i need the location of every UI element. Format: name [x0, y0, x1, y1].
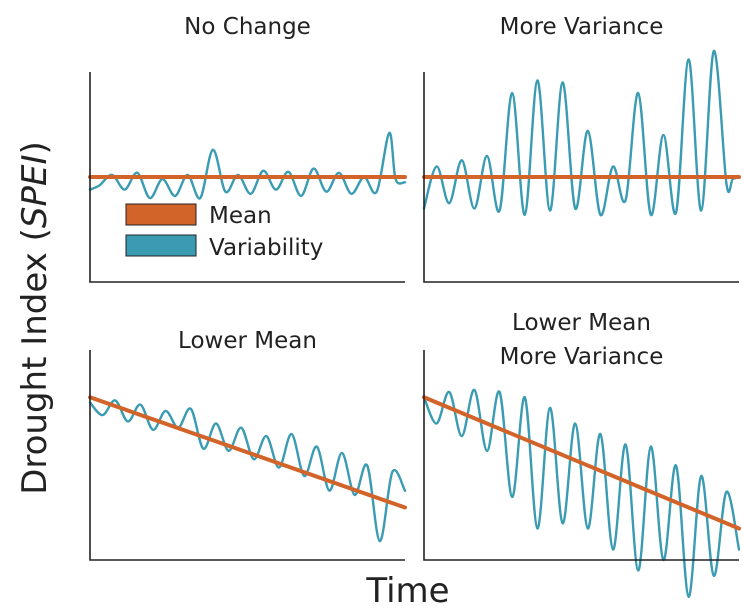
- series-variability-lower-mean: [88, 399, 407, 543]
- series-variability-no-change: [88, 131, 407, 200]
- panel-title-lower-mean-more-variance-line-2: More Variance: [500, 344, 664, 370]
- panel-more-variance: More Variance: [422, 14, 741, 283]
- series-mean-lower-mean: [88, 395, 407, 510]
- panel-title-more-variance: More Variance: [500, 14, 664, 40]
- legend-label-mean: Mean: [209, 203, 272, 229]
- y-axis-label: Drought Index (SPEI): [15, 141, 55, 495]
- x-axis-label: Time: [365, 571, 449, 610]
- panel-lower-mean-more-variance: Lower Mean More Variance: [422, 310, 741, 599]
- axes-no-change: [89, 72, 405, 283]
- legend: Mean Variability: [125, 203, 323, 261]
- panel-title-lower-mean: Lower Mean: [178, 328, 317, 354]
- legend-swatch-mean: [125, 203, 197, 226]
- axes-more-variance: [423, 72, 739, 283]
- panel-no-change: No Change: [88, 14, 407, 283]
- panel-lower-mean: Lower Mean: [88, 328, 407, 561]
- panel-title-no-change: No Change: [184, 14, 311, 40]
- axes-lower-mean: [89, 350, 405, 561]
- legend-label-variability: Variability: [209, 235, 323, 261]
- axes-lower-mean-more-variance: [423, 350, 739, 561]
- panel-title-lower-mean-more-variance-line-1: Lower Mean: [512, 310, 651, 336]
- series-variability-more-variance: [422, 49, 741, 217]
- series-mean-lower-mean-more-variance: [422, 395, 741, 531]
- legend-swatch-variability: [125, 234, 197, 257]
- series-variability-lower-mean-more-variance: [422, 388, 741, 599]
